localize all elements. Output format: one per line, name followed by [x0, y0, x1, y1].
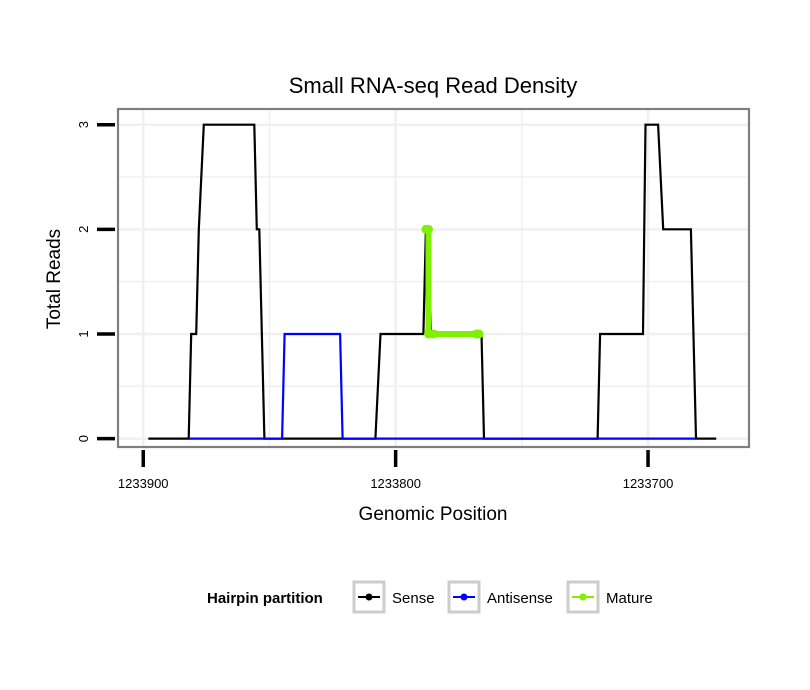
legend-point-sense: [365, 593, 373, 601]
series-sense: [148, 123, 717, 440]
x-axis-title: Genomic Position: [359, 504, 508, 525]
chart-title: Small RNA-seq Read Density: [289, 73, 578, 98]
series-layer: [148, 123, 717, 440]
legend-item-antisense: Antisense: [447, 580, 553, 614]
x-tick-label-1233800: 1233800: [370, 476, 421, 491]
plot-panel-border: [116, 107, 751, 449]
series-mature: [421, 224, 484, 339]
legend-point-mature: [579, 593, 587, 601]
series-line-sense: [148, 123, 717, 440]
legend-item-sense: Sense: [352, 580, 435, 614]
data-point-mature-3: [429, 329, 438, 339]
data-point-mature-5: [474, 329, 484, 339]
y-axis-title: Total Reads: [44, 229, 65, 329]
legend-label-mature: Mature: [606, 590, 653, 607]
y-tick-label-2: 2: [76, 226, 91, 233]
grid: [118, 109, 749, 447]
legend-label-sense: Sense: [392, 590, 435, 607]
x-tick-label-1233900: 1233900: [118, 476, 169, 491]
y-tick-label-1: 1: [76, 330, 91, 337]
x-tick-label-1233700: 1233700: [623, 476, 674, 491]
data-point-mature-1: [423, 224, 433, 234]
y-tick-label-0: 0: [76, 435, 91, 442]
legend-point-antisense: [460, 593, 468, 601]
legend-label-antisense: Antisense: [487, 590, 553, 607]
y-tick-label-3: 3: [76, 121, 91, 128]
series-antisense: [188, 332, 696, 440]
axes: 0 1 2 3 1233900 1233800 1233700: [76, 121, 673, 491]
series-line-antisense: [188, 332, 696, 440]
legend-title: Hairpin partition: [207, 590, 323, 607]
legend: Hairpin partition Sense Antisense Mature: [207, 580, 653, 614]
legend-item-mature: Mature: [566, 580, 653, 614]
